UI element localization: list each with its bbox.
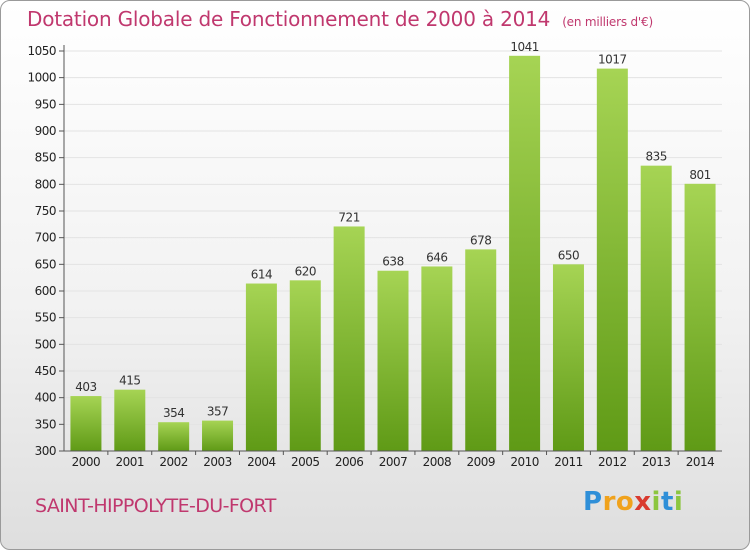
x-tick-label: 2002 [159,455,188,469]
bar [596,68,628,451]
x-tick-label: 2014 [686,455,715,469]
bar-value-label: 835 [645,150,666,164]
bar-value-label: 650 [558,248,579,262]
y-tick-label: 800 [35,177,56,191]
bar [158,422,190,451]
x-tick-label: 2008 [423,455,452,469]
bar [289,280,321,451]
bar [552,264,584,451]
bar [465,249,497,451]
y-tick-label: 600 [35,284,56,298]
y-tick-label: 550 [35,311,56,325]
y-axis-ticks: 300 350 400 450 500 550 600 650 700 750 800 850 900 9… [27,44,64,458]
commune-name: SAINT-HIPPOLYTE-DU-FORT [35,495,276,517]
logo-letter: i [673,487,684,517]
logo-letter: i [651,487,661,517]
y-tick-label: 500 [35,337,56,351]
bar [245,283,277,451]
bar-value-label: 357 [207,405,228,419]
bar-value-label: 1041 [510,40,539,54]
bar-value-label: 1017 [598,53,627,67]
chart-title-text: Dotation Globale de Fonctionnement de 20… [27,7,551,31]
axes [63,45,722,452]
y-tick-label: 950 [35,97,56,111]
x-tick-label: 2003 [203,455,232,469]
logo-letter: o [615,487,635,517]
x-tick-label: 2005 [291,455,320,469]
bar [640,165,672,451]
bars [70,55,716,452]
logo-letter: r [602,487,616,517]
bar [377,270,409,451]
chart-subtitle: (en milliers d'€) [562,15,653,29]
bar-value-label: 646 [426,250,447,264]
x-tick-label: 2012 [598,455,627,469]
x-tick-label: 2007 [379,455,408,469]
y-tick-label: 700 [35,231,56,245]
chart-title: Dotation Globale de Fonctionnement de 20… [27,7,653,31]
bar [684,183,716,452]
bar [202,420,234,451]
x-tick-label: 2010 [510,455,539,469]
x-tick-label: 2004 [247,455,276,469]
bar-value-label: 678 [470,233,491,247]
x-tick-label: 2011 [554,455,583,469]
x-axis-ticks: 2000 2001 2002 2003 2004 2005 2006 2007 2008 2009… [72,451,715,469]
bar-value-label: 721 [338,210,359,224]
x-tick-label: 2009 [466,455,495,469]
bar [333,226,365,451]
proxiti-logo: Proxiti [583,487,683,517]
bar [421,266,453,451]
y-tick-label: 1000 [27,71,56,85]
bar [114,389,146,451]
bar-value-label: 620 [295,264,316,278]
y-tick-label: 300 [35,444,56,458]
logo-letter: t [660,487,674,517]
y-tick-label: 850 [35,151,56,165]
y-tick-label: 650 [35,257,56,271]
x-tick-label: 2001 [116,455,145,469]
y-tick-label: 400 [35,391,56,405]
y-tick-label: 900 [35,124,56,138]
x-tick-label: 2006 [335,455,364,469]
logo-letter: x [634,487,652,517]
y-tick-label: 350 [35,417,56,431]
bar-value-label: 614 [251,268,272,282]
bar-value-label: 801 [689,168,710,182]
bar [70,396,102,451]
bar-value-label: 403 [75,380,96,394]
bar-value-label: 638 [382,255,403,269]
data-labels: 403 415 354 357 614 620 721 638 646 678 1041 650 101… [75,40,711,420]
y-tick-label: 1050 [27,44,56,58]
bar-value-label: 354 [163,406,184,420]
y-tick-label: 750 [35,204,56,218]
logo-letter: P [583,487,603,517]
y-tick-label: 450 [35,364,56,378]
x-tick-label: 2013 [642,455,671,469]
bar [509,55,541,452]
bar-value-label: 415 [119,374,140,388]
x-tick-label: 2000 [72,455,101,469]
